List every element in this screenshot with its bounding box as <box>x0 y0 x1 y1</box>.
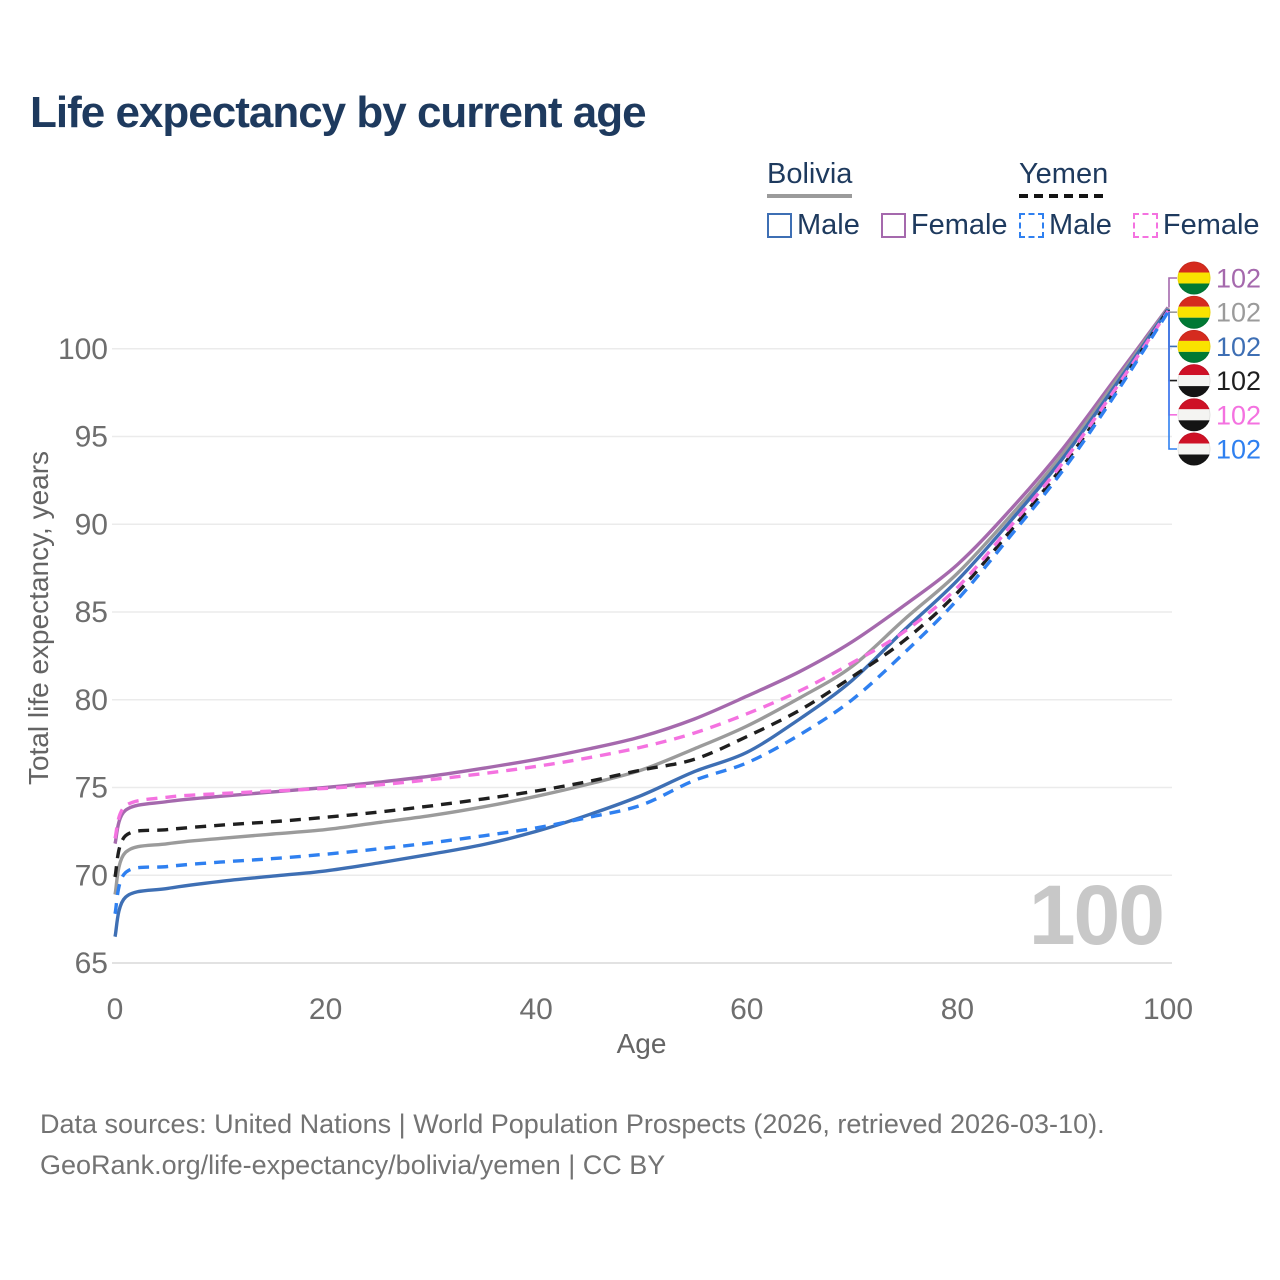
legend-line-key-bolivia <box>767 194 852 198</box>
footer-data-sources: Data sources: United Nations | World Pop… <box>40 1109 1105 1139</box>
legend-row-bolivia: Male Female <box>767 209 1008 242</box>
legend-country-label-yemen[interactable]: Yemen <box>1019 158 1109 190</box>
legend-checkbox-yemen-male[interactable] <box>1019 213 1044 238</box>
series-yemen-both-sexes[interactable] <box>113 309 1170 878</box>
end-label-connector <box>1168 311 1177 450</box>
y-axis-label: Total life expectancy, years <box>23 451 54 785</box>
end-label-connector <box>1168 311 1177 416</box>
x-tick-label: 20 <box>309 993 342 1026</box>
y-tick-label: 100 <box>58 333 108 366</box>
x-tick-label: 40 <box>520 993 553 1026</box>
y-tick-label: 65 <box>75 947 108 980</box>
x-tick-label: 80 <box>941 993 974 1026</box>
legend-checkbox-bolivia-male[interactable] <box>767 213 792 238</box>
footer: Data sources: United Nations | World Pop… <box>40 1104 1105 1186</box>
end-value-label: 102 <box>1216 332 1261 362</box>
legend-item-bolivia-female[interactable]: Female <box>880 209 1008 242</box>
series-yemen-female[interactable] <box>113 310 1170 839</box>
bolivia-flag-icon <box>1177 295 1211 329</box>
end-value-label: 102 <box>1216 366 1261 396</box>
legend-item-yemen-female[interactable]: Female <box>1132 209 1260 242</box>
end-value-label: 102 <box>1216 435 1261 465</box>
x-axis-label: Age <box>617 1028 667 1059</box>
series-yemen-male[interactable] <box>113 310 1170 915</box>
series-bolivia-male[interactable] <box>113 308 1170 938</box>
bolivia-flag-icon <box>1177 329 1211 363</box>
end-value-label: 102 <box>1216 298 1261 328</box>
x-tick-label: 60 <box>730 993 763 1026</box>
footer-attribution: GeoRank.org/life-expectancy/bolivia/yeme… <box>40 1150 666 1180</box>
end-value-label: 102 <box>1216 400 1261 430</box>
end-label-connector <box>1168 310 1177 382</box>
legend-group-yemen: Yemen Male Female <box>1019 158 1260 242</box>
y-tick-label: 75 <box>75 772 108 805</box>
y-tick-label: 70 <box>75 859 108 892</box>
end-value-label: 102 <box>1216 264 1261 294</box>
bolivia-flag-icon <box>1177 261 1211 295</box>
y-tick-label: 80 <box>75 684 108 717</box>
y-tick-label: 95 <box>75 421 108 454</box>
series-bolivia-female[interactable] <box>113 306 1170 845</box>
end-label-connector <box>1168 308 1177 313</box>
end-labels: 102 102 102 102 102 102 <box>1168 261 1261 466</box>
legend-item-label: Male <box>797 209 860 241</box>
legend-line-key-yemen <box>1019 194 1108 198</box>
yemen-flag-icon <box>1177 398 1211 432</box>
legend-checkbox-yemen-female[interactable] <box>1132 213 1158 238</box>
end-label-connector <box>1168 309 1177 348</box>
x-tick-label: 100 <box>1143 993 1193 1026</box>
x-tick-label: 0 <box>107 993 124 1026</box>
y-tick-label: 85 <box>75 596 108 629</box>
legend-group-bolivia: Bolivia Male Female <box>767 158 1008 242</box>
end-label-connector <box>1168 277 1177 308</box>
age-indicator-watermark: 100 <box>1029 868 1163 962</box>
page-title: Life expectancy by current age <box>30 88 647 137</box>
yemen-flag-icon <box>1177 432 1211 466</box>
gridlines: 65 70 75 80 85 90 95 100 0 20 40 60 80 100 Age Total li… <box>23 333 1193 1059</box>
legend-item-bolivia-male[interactable]: Male <box>767 209 860 242</box>
y-tick-label: 90 <box>75 508 108 541</box>
legend-checkbox-bolivia-female[interactable] <box>880 213 906 238</box>
legend-country-label-bolivia[interactable]: Bolivia <box>767 158 853 190</box>
legend-item-yemen-male[interactable]: Male <box>1019 209 1112 242</box>
series-lines <box>113 306 1170 938</box>
legend-item-label: Male <box>1049 209 1112 241</box>
legend-item-label: Female <box>910 209 1008 241</box>
legend-row-yemen: Male Female <box>1019 209 1260 242</box>
yemen-flag-icon <box>1177 364 1211 398</box>
legend-item-label: Female <box>1162 209 1260 241</box>
series-bolivia-both-sexes[interactable] <box>113 307 1170 895</box>
